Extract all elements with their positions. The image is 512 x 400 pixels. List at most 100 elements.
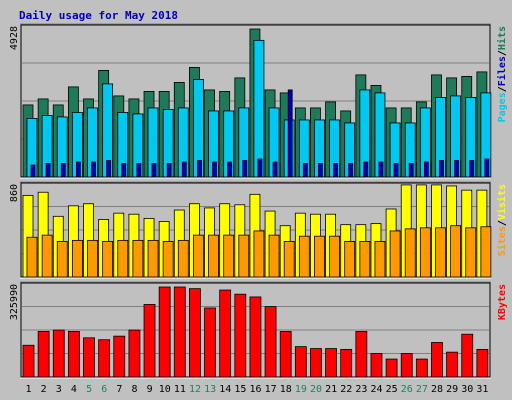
legend-entry: / bbox=[497, 86, 508, 92]
bar-pages-day-5 bbox=[91, 161, 96, 178]
x-tick-label: 26 bbox=[401, 384, 413, 395]
bar-sites-day-5 bbox=[87, 239, 98, 278]
bar-sites-day-14 bbox=[223, 234, 235, 278]
legend-entry: / bbox=[497, 220, 508, 226]
bar-pages-day-28 bbox=[439, 160, 444, 178]
x-tick-label: 6 bbox=[101, 384, 107, 395]
bar-pages-day-13 bbox=[212, 161, 217, 178]
bar-kbytes-day-21 bbox=[325, 348, 337, 378]
bar-kbytes-day-16 bbox=[249, 296, 262, 378]
bar-pages-day-22 bbox=[348, 163, 354, 178]
bar-pages-day-23 bbox=[363, 161, 369, 178]
x-tick-label: 4 bbox=[71, 384, 77, 395]
x-tick-label: 30 bbox=[461, 384, 473, 395]
x-tick-label: 5 bbox=[86, 384, 92, 395]
bar-sites-day-24 bbox=[374, 241, 386, 278]
bar-pages-day-18 bbox=[287, 89, 293, 178]
bar-pages-day-3 bbox=[60, 163, 66, 178]
x-tick-label: 23 bbox=[355, 384, 367, 395]
panel-kbytes: 325990 KBytes bbox=[9, 281, 508, 379]
bar-kbytes-day-12 bbox=[189, 288, 201, 378]
bar-sites-day-28 bbox=[435, 227, 446, 278]
bar-kbytes-day-11 bbox=[173, 286, 186, 378]
x-tick-label: 31 bbox=[476, 384, 488, 395]
bar-kbytes-day-27 bbox=[415, 358, 428, 378]
bar-pages-day-26 bbox=[408, 163, 414, 178]
bar-pages-day-7 bbox=[121, 163, 127, 178]
bar-pages-day-25 bbox=[393, 163, 399, 178]
bar-sites-day-18 bbox=[283, 241, 295, 278]
bar-kbytes-day-13 bbox=[204, 307, 216, 378]
x-tick-label: 27 bbox=[416, 384, 428, 395]
bar-kbytes-day-31 bbox=[476, 348, 489, 378]
bar-sites-day-23 bbox=[359, 241, 371, 278]
y-max-label: 860 bbox=[9, 184, 20, 202]
bar-kbytes-day-8 bbox=[128, 329, 141, 378]
x-tick-label: 1 bbox=[26, 384, 32, 395]
bar-pages-day-15 bbox=[242, 160, 248, 178]
bar-files-day-16 bbox=[253, 39, 265, 178]
bar-sites-day-13 bbox=[208, 234, 219, 278]
bar-kbytes-day-17 bbox=[264, 306, 277, 378]
bar-sites-day-8 bbox=[132, 239, 144, 278]
legend-entry: Hits bbox=[496, 26, 508, 50]
x-tick-label: 22 bbox=[340, 384, 352, 395]
bar-sites-day-16 bbox=[253, 230, 265, 278]
bar-sites-day-29 bbox=[450, 225, 462, 278]
bar-kbytes-day-26 bbox=[400, 353, 413, 378]
bar-pages-day-29 bbox=[454, 160, 460, 178]
bar-kbytes-day-18 bbox=[279, 331, 292, 378]
x-tick-label: 16 bbox=[249, 384, 261, 395]
bar-sites-day-9 bbox=[147, 239, 159, 278]
bar-kbytes-day-4 bbox=[67, 331, 80, 378]
bar-sites-day-30 bbox=[465, 227, 477, 278]
x-tick-label: 2 bbox=[41, 384, 47, 395]
bar-kbytes-day-20 bbox=[310, 348, 322, 378]
bar-pages-day-9 bbox=[151, 163, 157, 178]
x-tick-label: 17 bbox=[265, 384, 277, 395]
y-max-label: 325990 bbox=[9, 284, 20, 320]
bar-kbytes-day-14 bbox=[219, 289, 232, 378]
bar-pages-day-1 bbox=[30, 164, 36, 178]
y-max-label: 4928 bbox=[9, 26, 20, 50]
x-axis-day-labels: 1 2 3 4 5 6 7 8 9 10 11 12 13 14 15 16 17 18 19 20 21 22 23 24 2… bbox=[26, 384, 489, 395]
x-tick-label: 11 bbox=[174, 384, 186, 395]
bar-pages-day-6 bbox=[106, 160, 112, 178]
bar-kbytes-day-23 bbox=[355, 331, 368, 378]
bar-pages-day-10 bbox=[166, 163, 172, 178]
bar-kbytes-day-9 bbox=[143, 303, 156, 378]
chart-title: Daily usage for May 2018 bbox=[19, 9, 178, 22]
bar-pages-day-20 bbox=[318, 163, 323, 178]
bar-sites-day-22 bbox=[344, 241, 356, 278]
x-tick-label: 25 bbox=[386, 384, 398, 395]
x-tick-label: 8 bbox=[131, 384, 137, 395]
x-tick-label: 24 bbox=[371, 384, 383, 395]
legend-hits-files-pages: Pages/Files/Hits bbox=[496, 26, 508, 122]
bar-sites-day-1 bbox=[26, 236, 38, 278]
bar-pages-day-27 bbox=[423, 161, 429, 178]
bar-kbytes-day-19 bbox=[294, 346, 307, 378]
bar-pages-day-2 bbox=[45, 163, 51, 178]
bar-sites-day-19 bbox=[298, 235, 310, 278]
bar-sites-day-26 bbox=[404, 228, 416, 278]
bar-sites-day-20 bbox=[314, 235, 325, 278]
legend-entry: KBytes bbox=[497, 284, 508, 320]
x-tick-label: 7 bbox=[116, 384, 122, 395]
bar-pages-day-14 bbox=[227, 161, 233, 178]
bar-sites-day-12 bbox=[193, 234, 204, 278]
bar-kbytes-day-6 bbox=[98, 339, 111, 378]
panel-sites-visits: 860 Sites/Visits bbox=[9, 181, 508, 279]
bar-sites-day-4 bbox=[71, 239, 83, 278]
bar-kbytes-day-25 bbox=[385, 358, 398, 378]
bar-sites-day-21 bbox=[329, 235, 340, 278]
x-tick-label: 29 bbox=[446, 384, 458, 395]
legend-entry: Visits bbox=[496, 184, 508, 220]
bar-sites-day-2 bbox=[41, 234, 53, 278]
x-tick-label: 18 bbox=[280, 384, 292, 395]
legend-entry: Pages bbox=[497, 92, 508, 122]
bar-sites-day-6 bbox=[102, 241, 114, 278]
bar-kbytes-day-28 bbox=[431, 342, 443, 378]
legend-kbytes: KBytes bbox=[497, 284, 508, 320]
